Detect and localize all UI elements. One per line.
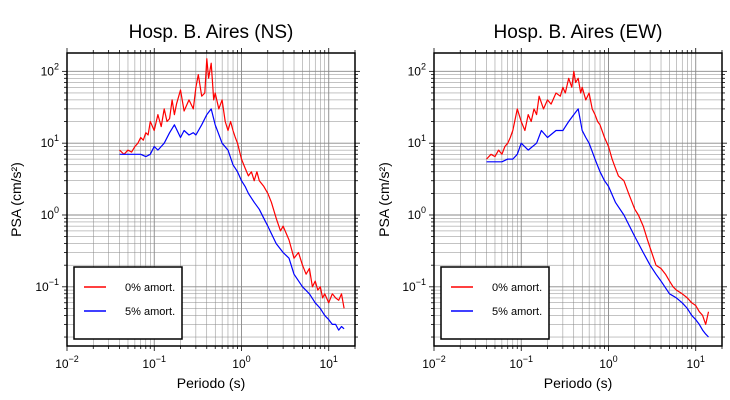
x-tick-label: 101 — [320, 354, 338, 371]
y-tick-label: 102 — [408, 61, 426, 78]
y-tick-label: 10−1 — [35, 277, 59, 294]
legend-label: 0% amort. — [492, 282, 542, 294]
y-axis-label: PSA (cm/s²) — [8, 162, 24, 237]
tick-marks — [429, 48, 727, 351]
x-tick-label: 100 — [599, 354, 617, 371]
y-tick-label: 100 — [408, 205, 426, 222]
y-axis-label: PSA (cm/s²) — [376, 162, 392, 237]
x-tick-label: 10−2 — [55, 354, 79, 371]
y-tick-label: 101 — [41, 133, 59, 150]
legend-label: 5% amort. — [492, 306, 542, 318]
chart-panel-ew: Hosp. B. Aires (EW) 10−2 10−1 100 101 10−1 100… — [376, 22, 727, 391]
legend-label: 0% amort. — [125, 282, 175, 294]
x-tick-label: 101 — [687, 354, 705, 371]
y-tick-label: 100 — [41, 205, 59, 222]
legend: 0% amort. 5% amort. — [73, 266, 183, 340]
legend: 0% amort. 5% amort. — [440, 266, 550, 340]
x-axis-label: Periodo (s) — [544, 375, 612, 391]
chart-panel-ns: Hosp. B. Aires (NS) 10−2 10−1 100 101 10−1 100… — [8, 22, 360, 391]
series-line-5pct — [486, 108, 709, 338]
y-tick-label: 101 — [408, 133, 426, 150]
plot-frame — [66, 52, 356, 347]
series-line-0pct — [486, 70, 710, 325]
chart-title: Hosp. B. Aires (NS) — [129, 22, 294, 43]
grid — [66, 53, 356, 346]
y-tick-label: 10−1 — [402, 277, 426, 294]
y-tick-label: 102 — [41, 61, 59, 78]
x-tick-label: 10−1 — [509, 354, 533, 371]
plot-frame — [433, 52, 723, 347]
x-tick-label: 10−1 — [142, 354, 166, 371]
grid — [433, 53, 723, 346]
series-line-5pct — [119, 108, 345, 331]
tick-marks — [62, 48, 360, 351]
legend-label: 5% amort. — [125, 306, 175, 318]
legend-box — [440, 266, 550, 340]
series-line-0pct — [119, 58, 345, 309]
chart-title: Hosp. B. Aires (EW) — [494, 22, 663, 43]
legend-box — [73, 266, 183, 340]
x-axis-label: Periodo (s) — [177, 375, 245, 391]
x-tick-label: 100 — [232, 354, 250, 371]
x-tick-label: 10−2 — [422, 354, 446, 371]
